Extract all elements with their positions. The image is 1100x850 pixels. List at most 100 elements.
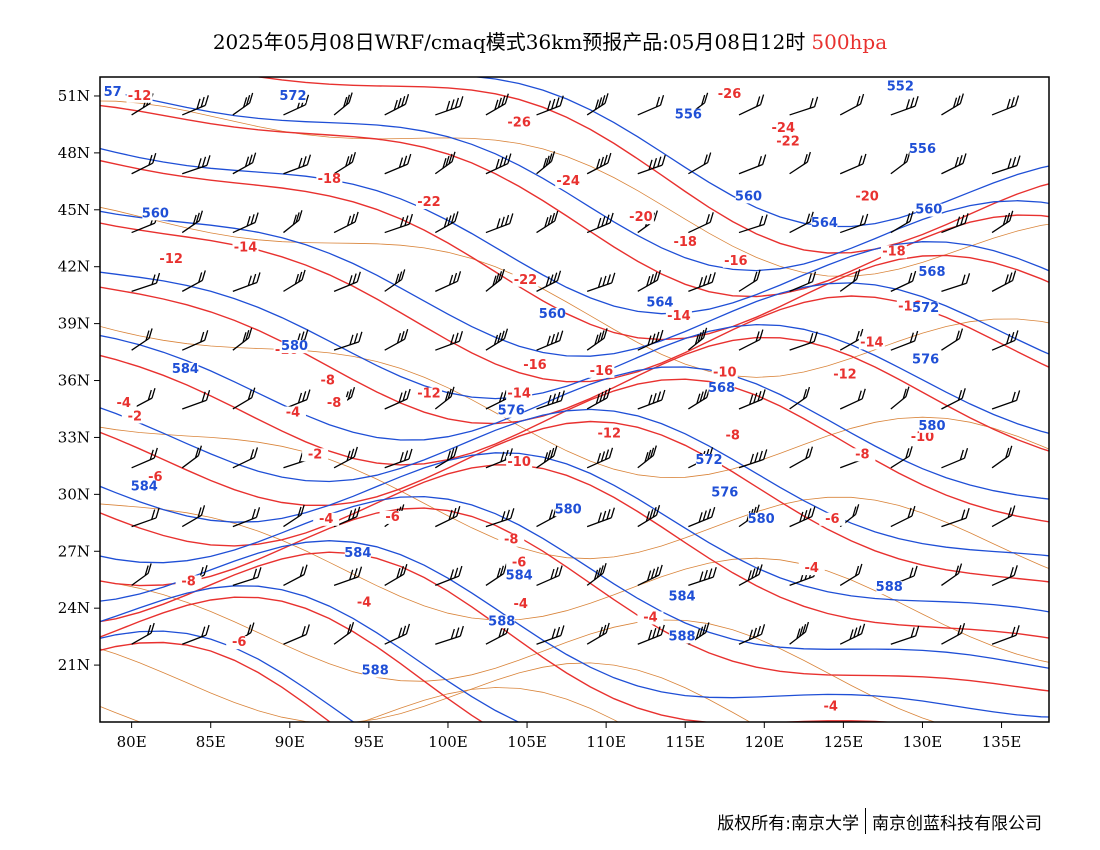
height-label: 588 xyxy=(488,614,515,629)
lat-tick-label: 24N xyxy=(58,599,90,617)
wind-barb xyxy=(384,328,409,351)
wind-barb xyxy=(232,92,254,116)
wind-barb xyxy=(182,155,211,175)
wind-barb xyxy=(435,96,464,116)
wind-barb xyxy=(586,387,611,410)
wind-barb xyxy=(232,447,259,469)
lon-tick-label: 95E xyxy=(354,733,384,751)
wind-barb xyxy=(789,151,811,175)
temperature-label: -10 xyxy=(507,455,531,470)
wind-barb xyxy=(435,506,461,528)
wind-barb xyxy=(434,211,459,234)
height-label: 576 xyxy=(912,352,939,367)
height-label: 57 xyxy=(104,85,122,100)
temperature-label-bg xyxy=(665,309,692,323)
wind-barb xyxy=(181,210,203,234)
wind-barb xyxy=(283,624,310,645)
wind-barb xyxy=(839,563,863,586)
temperature-label-bg xyxy=(507,598,534,612)
wind-barb xyxy=(991,95,1020,116)
height-label-bg xyxy=(918,419,945,433)
temperature-label-bg xyxy=(719,429,746,443)
temperature-label-bg xyxy=(226,636,253,650)
wind-barb xyxy=(738,94,765,116)
wind-barb xyxy=(485,268,505,292)
height-label: 576 xyxy=(711,485,738,500)
wind-barb xyxy=(890,505,916,528)
temperature-label: -6 xyxy=(825,512,839,527)
copyright-divider xyxy=(865,808,866,834)
wind-barb xyxy=(435,625,464,645)
wind-barb xyxy=(434,151,456,175)
temperature-label: -4 xyxy=(824,700,838,715)
wind-barb xyxy=(333,271,361,292)
temperature-label-bg xyxy=(121,410,148,424)
temperature-label-bg xyxy=(506,455,533,469)
temperature-label-bg xyxy=(858,336,885,350)
height-label-bg xyxy=(555,503,582,517)
height-label-bg xyxy=(669,590,696,604)
latitude-axis: 51N 48N 45N 42N 39N 36N 33N 30N 27N 24N 21N xyxy=(58,87,100,674)
wind-barb xyxy=(688,622,710,645)
temperature-contour xyxy=(254,77,1049,254)
temperature-label: -4 xyxy=(805,561,819,576)
temperature-label: -24 xyxy=(772,121,796,136)
wind-barb xyxy=(536,210,559,234)
height-label-bg xyxy=(887,80,914,94)
temperature-label-bg xyxy=(351,596,378,610)
height-label-bg xyxy=(488,615,515,629)
wind-barb xyxy=(991,505,1016,528)
temperature-label: -6 xyxy=(512,555,526,570)
lat-tick-label: 30N xyxy=(58,485,90,503)
wind-barb xyxy=(131,563,152,586)
wind-barb xyxy=(941,153,967,175)
temperature-label-bg xyxy=(313,512,340,526)
lon-tick-label: 130E xyxy=(903,733,943,751)
temperature-label: -12 xyxy=(417,387,441,402)
height-contour xyxy=(100,585,520,722)
temperature-label: -4 xyxy=(357,595,371,610)
temperature-contour xyxy=(100,641,332,722)
height-label: 560 xyxy=(142,206,169,221)
height-label: 572 xyxy=(912,301,939,316)
border-line xyxy=(100,648,751,722)
wind-barb xyxy=(789,271,817,292)
wind-barb xyxy=(283,389,311,410)
lon-tick-label: 100E xyxy=(428,733,468,751)
wind-barb xyxy=(991,330,1019,351)
wind-barb xyxy=(941,328,964,351)
height-contours xyxy=(100,77,1049,722)
wind-barb xyxy=(637,94,665,116)
wind-barb xyxy=(232,507,261,528)
height-contour xyxy=(100,495,1049,669)
wind-barb xyxy=(688,272,716,292)
height-label-bg xyxy=(362,664,389,678)
height-label: 584 xyxy=(131,480,158,495)
temperature-label: -22 xyxy=(514,273,538,288)
wind-barb xyxy=(789,446,814,469)
height-contour xyxy=(100,271,1049,435)
wind-barb xyxy=(687,327,708,351)
wind-barb xyxy=(283,269,306,292)
height-label: 572 xyxy=(279,89,306,104)
wind-barb xyxy=(941,213,969,234)
wind-barb xyxy=(637,445,657,469)
temperature-label-bg xyxy=(716,87,743,101)
height-label-bg xyxy=(708,381,735,395)
border-line xyxy=(100,687,619,722)
height-label: 564 xyxy=(811,216,838,231)
wind-barb xyxy=(536,151,556,175)
wind-barb xyxy=(536,625,565,645)
wind-barb xyxy=(586,212,614,234)
wind-barb xyxy=(232,272,261,292)
temperature-contour xyxy=(100,551,896,722)
height-label-bg xyxy=(811,216,838,230)
wind-barb xyxy=(232,212,259,234)
border-lines xyxy=(100,100,1049,722)
temperature-label-bg xyxy=(506,116,533,130)
height-label-bg xyxy=(142,207,169,221)
wind-barb xyxy=(941,507,970,528)
wind-barb xyxy=(131,507,160,528)
wind-barb xyxy=(485,93,509,116)
temperature-label: -18 xyxy=(318,172,342,187)
